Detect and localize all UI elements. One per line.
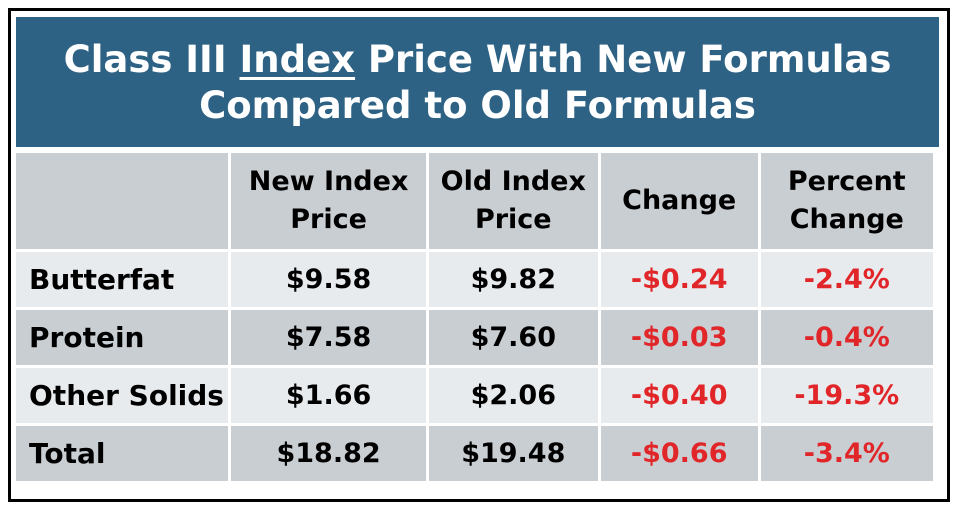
- percent-change-cell: -3.4%: [760, 426, 933, 481]
- new-index-price-cell: $9.58: [231, 252, 426, 307]
- header-new-index-price-line2: Price: [290, 204, 367, 235]
- header-old-index-price-line2: Price: [474, 204, 552, 235]
- header-percent-change-line2: Change: [789, 204, 904, 235]
- table-row-total: Total $18.82 $19.48 -$0.66 -3.4%: [16, 426, 933, 481]
- title-banner: Class III Index Price With New Formulas …: [16, 17, 939, 147]
- change-cell: -$0.24: [600, 252, 758, 307]
- percent-change-cell: -0.4%: [760, 310, 933, 365]
- old-index-price-cell: $2.06: [428, 368, 598, 423]
- title-line-1-pre: Class III: [63, 38, 240, 81]
- percent-change-cell: -2.4%: [760, 252, 933, 307]
- header-corner-cell: [16, 153, 229, 249]
- price-comparison-table: New Index Price Old Index Price Change P…: [13, 150, 936, 484]
- change-cell: -$0.03: [600, 310, 758, 365]
- table-row-other-solids: Other Solids $1.66 $2.06 -$0.40 -19.3%: [16, 368, 933, 423]
- old-index-price-cell: $7.60: [428, 310, 598, 365]
- row-label: Total: [16, 426, 229, 481]
- header-old-index-price-line1: Old Index: [440, 166, 586, 197]
- new-index-price-cell: $7.58: [231, 310, 426, 365]
- new-index-price-cell: $18.82: [231, 426, 426, 481]
- header-change-label: Change: [622, 185, 737, 216]
- row-label: Protein: [16, 310, 229, 365]
- change-cell: -$0.40: [600, 368, 758, 423]
- row-label: Butterfat: [16, 252, 229, 307]
- title-line-2: Compared to Old Formulas: [199, 84, 756, 127]
- new-index-price-cell: $1.66: [231, 368, 426, 423]
- percent-change-cell: -19.3%: [760, 368, 933, 423]
- title-line-1-post: Price With New Formulas: [355, 38, 892, 81]
- header-percent-change: Percent Change: [760, 153, 933, 249]
- title-underlined-word: Index: [239, 38, 356, 81]
- header-new-index-price-line1: New Index: [248, 166, 409, 197]
- header-old-index-price: Old Index Price: [428, 153, 598, 249]
- table-row-butterfat: Butterfat $9.58 $9.82 -$0.24 -2.4%: [16, 252, 933, 307]
- header-new-index-price: New Index Price: [231, 153, 426, 249]
- header-percent-change-line1: Percent: [787, 166, 906, 197]
- table-header: New Index Price Old Index Price Change P…: [16, 153, 933, 249]
- header-row: New Index Price Old Index Price Change P…: [16, 153, 933, 249]
- table-row-protein: Protein $7.58 $7.60 -$0.03 -0.4%: [16, 310, 933, 365]
- row-label: Other Solids: [16, 368, 229, 423]
- title-line-1: Class III Index Price With New Formulas: [16, 37, 939, 83]
- change-cell: -$0.66: [600, 426, 758, 481]
- old-index-price-cell: $19.48: [428, 426, 598, 481]
- old-index-price-cell: $9.82: [428, 252, 598, 307]
- table-body: Butterfat $9.58 $9.82 -$0.24 -2.4% Prote…: [16, 252, 933, 481]
- header-change: Change: [600, 153, 758, 249]
